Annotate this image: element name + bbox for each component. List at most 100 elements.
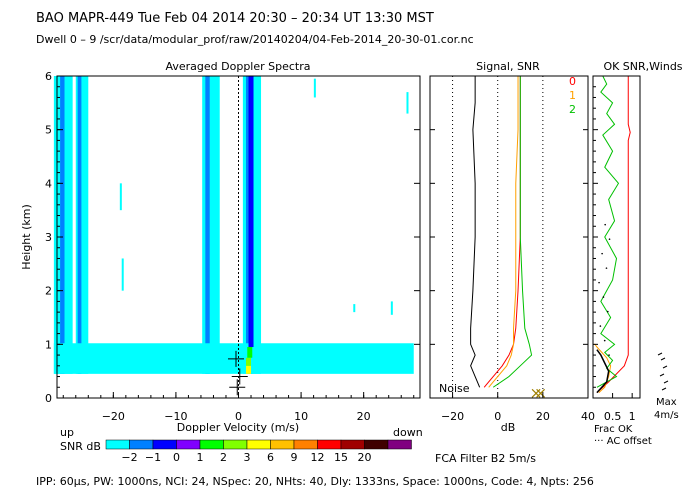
colorbar-swatch — [223, 439, 248, 450]
spectra-noise-gate — [353, 304, 356, 313]
winds-series-0 — [596, 76, 631, 394]
signal-x-tick-label: −20 — [441, 410, 464, 423]
colorbar-swatch — [340, 439, 365, 450]
colorbar-tick-label: 6 — [267, 451, 274, 464]
y-tick-label: 1 — [45, 338, 52, 351]
ac-dot — [602, 296, 605, 298]
spectra-cell — [77, 76, 82, 374]
wind-barb — [657, 352, 663, 356]
ac-dot — [601, 252, 603, 255]
y-tick-label: 6 — [45, 70, 52, 83]
ac-dot — [608, 238, 611, 240]
spectra-panel: 0 1 2 3 4 5 6 −20 −10 0 10 20 — [45, 70, 421, 423]
colorbar-title: SNR dB — [60, 440, 101, 453]
wind-barb — [663, 380, 669, 384]
colorbar-swatch — [105, 439, 130, 450]
x-tick-label: −20 — [102, 410, 125, 423]
frac-ok-label: Frac OK — [594, 424, 633, 435]
colorbar-swatch — [364, 439, 389, 450]
ac-dot — [608, 354, 610, 356]
winds-frame — [592, 75, 641, 399]
spectra-noise-gate — [406, 92, 409, 114]
colorbar-swatch — [199, 439, 224, 450]
ac-dot — [599, 325, 602, 327]
colorbar-tick-label: −1 — [145, 451, 161, 464]
colorbar-tick-label: −2 — [121, 451, 137, 464]
winds-title: OK SNR,Winds — [603, 60, 682, 73]
noise-annotation: Noise — [439, 382, 470, 395]
colorbar-tick-label: 9 — [291, 451, 298, 464]
winds-series-ac — [596, 349, 610, 394]
winds-x-tick-label: 1 — [629, 410, 636, 423]
wind-marker — [227, 350, 244, 367]
signal-x-tick-label: 0 — [494, 410, 501, 423]
wind-barb — [662, 365, 668, 369]
colorbar-swatch — [129, 439, 154, 450]
signal-series-noise — [470, 76, 481, 388]
colorbar-down-label: down — [393, 426, 423, 439]
spectra-title: Averaged Doppler Spectra — [165, 60, 310, 73]
wind-marker — [231, 368, 248, 385]
max-value: 4m/s — [654, 410, 679, 421]
max-label: Max — [656, 397, 677, 408]
spectra-noise-gate — [119, 183, 122, 211]
y-tick-label: 0 — [45, 392, 52, 405]
signal-panel: −20 0 20 40 — [429, 75, 595, 423]
snr-colorbar: −2 −1 0 1 2 3 6 9 12 15 20 — [105, 439, 412, 464]
spectra-noise-gate — [121, 258, 124, 291]
ac-dot — [604, 223, 606, 226]
colorbar-tick-label: 20 — [358, 451, 372, 464]
signal-x-marker — [536, 388, 546, 398]
header-line1: BAO MAPR-449 Tue Feb 04 2014 20:30 – 20:… — [36, 11, 434, 26]
signal-series-0 — [483, 76, 521, 388]
signal-series-1 — [488, 76, 519, 388]
winds-x-tick-label: 0.5 — [604, 410, 622, 423]
spectra-xlabel: Doppler Velocity (m/s) — [177, 421, 299, 434]
ac-offset-note: ··· AC offset — [594, 436, 652, 447]
spectra-core-cell — [246, 357, 252, 366]
colorbar-swatch — [387, 439, 412, 450]
signal-x-marker — [531, 388, 541, 398]
spectra-ylabel: Height (km) — [20, 204, 33, 270]
colorbar-tick-label: 12 — [311, 451, 325, 464]
signal-xlabel: dB — [501, 421, 516, 434]
winds-legend-0: 0 — [569, 75, 576, 88]
spectra-core-cell — [246, 365, 252, 374]
colorbar-swatch — [293, 439, 318, 450]
ac-dot — [598, 281, 600, 284]
colorbar-swatch — [246, 439, 271, 450]
y-tick-label: 5 — [45, 124, 52, 137]
y-tick-label: 4 — [45, 177, 52, 190]
ac-dot — [605, 267, 608, 269]
ac-dot — [603, 339, 606, 342]
signal-series-2 — [492, 76, 533, 388]
colorbar-tick-label: 1 — [197, 451, 204, 464]
fca-filter-label: FCA Filter B2 5m/s — [435, 452, 536, 465]
colorbar-swatch — [176, 439, 201, 450]
wind-barb — [661, 387, 667, 391]
winds-legend-2: 2 — [569, 103, 576, 116]
ac-dot — [606, 310, 609, 313]
spectra-cell — [205, 76, 210, 374]
wind-marker — [229, 379, 246, 396]
colorbar-up-label: up — [60, 426, 74, 439]
signal-x-tick-label: 20 — [536, 410, 550, 423]
x-tick-label: 0 — [235, 410, 242, 423]
spectra-core-cell — [247, 347, 253, 358]
spectra-cell — [60, 76, 65, 374]
spectra-cell — [202, 76, 220, 374]
x-tick-label: 20 — [357, 410, 371, 423]
header-line2: Dwell 0 – 9 /scr/data/modular_prof/raw/2… — [36, 33, 474, 46]
colorbar-swatch — [152, 439, 177, 450]
colorbar-tick-label: 3 — [244, 451, 251, 464]
x-tick-label: −10 — [164, 410, 187, 423]
winds-series-2 — [596, 75, 620, 388]
colorbar-tick-label: 2 — [220, 451, 227, 464]
signal-frame — [429, 75, 589, 399]
colorbar-swatch — [270, 439, 295, 450]
winds-legend-1: 1 — [569, 89, 576, 102]
colorbar-tick-label: 0 — [173, 451, 180, 464]
spectra-noise-gate — [313, 78, 316, 98]
